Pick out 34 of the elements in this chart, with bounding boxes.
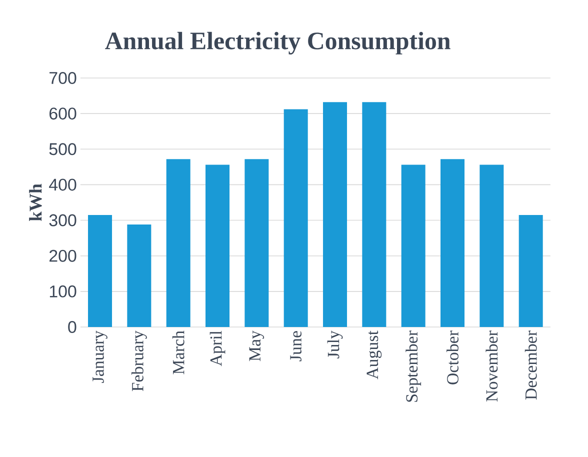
y-tick-label: 0	[68, 320, 76, 333]
bar	[362, 102, 386, 327]
y-axis-title: kWh	[29, 184, 42, 221]
y-tick-label: 500	[49, 143, 76, 156]
x-tick-label: February	[131, 330, 147, 392]
bar	[401, 164, 426, 327]
x-tick-label: August	[366, 330, 382, 380]
y-tick-label: 700	[50, 72, 76, 84]
x-tick-label: January	[92, 330, 108, 383]
y-tick-label: 300	[49, 214, 76, 226]
bar	[166, 159, 190, 327]
x-tick-label: December	[524, 330, 537, 400]
x-tick-label: October	[446, 330, 458, 384]
x-tick-label: September	[406, 330, 422, 402]
x-tick-label: April	[210, 330, 226, 366]
x-tick-label: March	[172, 330, 184, 374]
y-tick-label: 600	[50, 108, 76, 120]
y-tick-label: 200	[50, 250, 76, 262]
x-tick-label: July	[327, 330, 343, 358]
bar	[440, 159, 465, 327]
bar	[323, 102, 348, 327]
bar	[284, 109, 308, 327]
bar	[88, 214, 112, 327]
bar	[518, 214, 543, 327]
y-tick-label: 100	[50, 285, 76, 298]
bar	[206, 164, 230, 327]
chart-title: Annual Electricity Consumption	[105, 32, 450, 54]
bar	[480, 164, 504, 327]
x-tick-label: June	[290, 331, 302, 362]
y-tick-label: 400	[49, 178, 76, 191]
x-tick-label: May	[249, 330, 264, 362]
x-tick-label: November	[486, 330, 498, 402]
bar	[244, 159, 269, 327]
bar	[127, 224, 152, 327]
